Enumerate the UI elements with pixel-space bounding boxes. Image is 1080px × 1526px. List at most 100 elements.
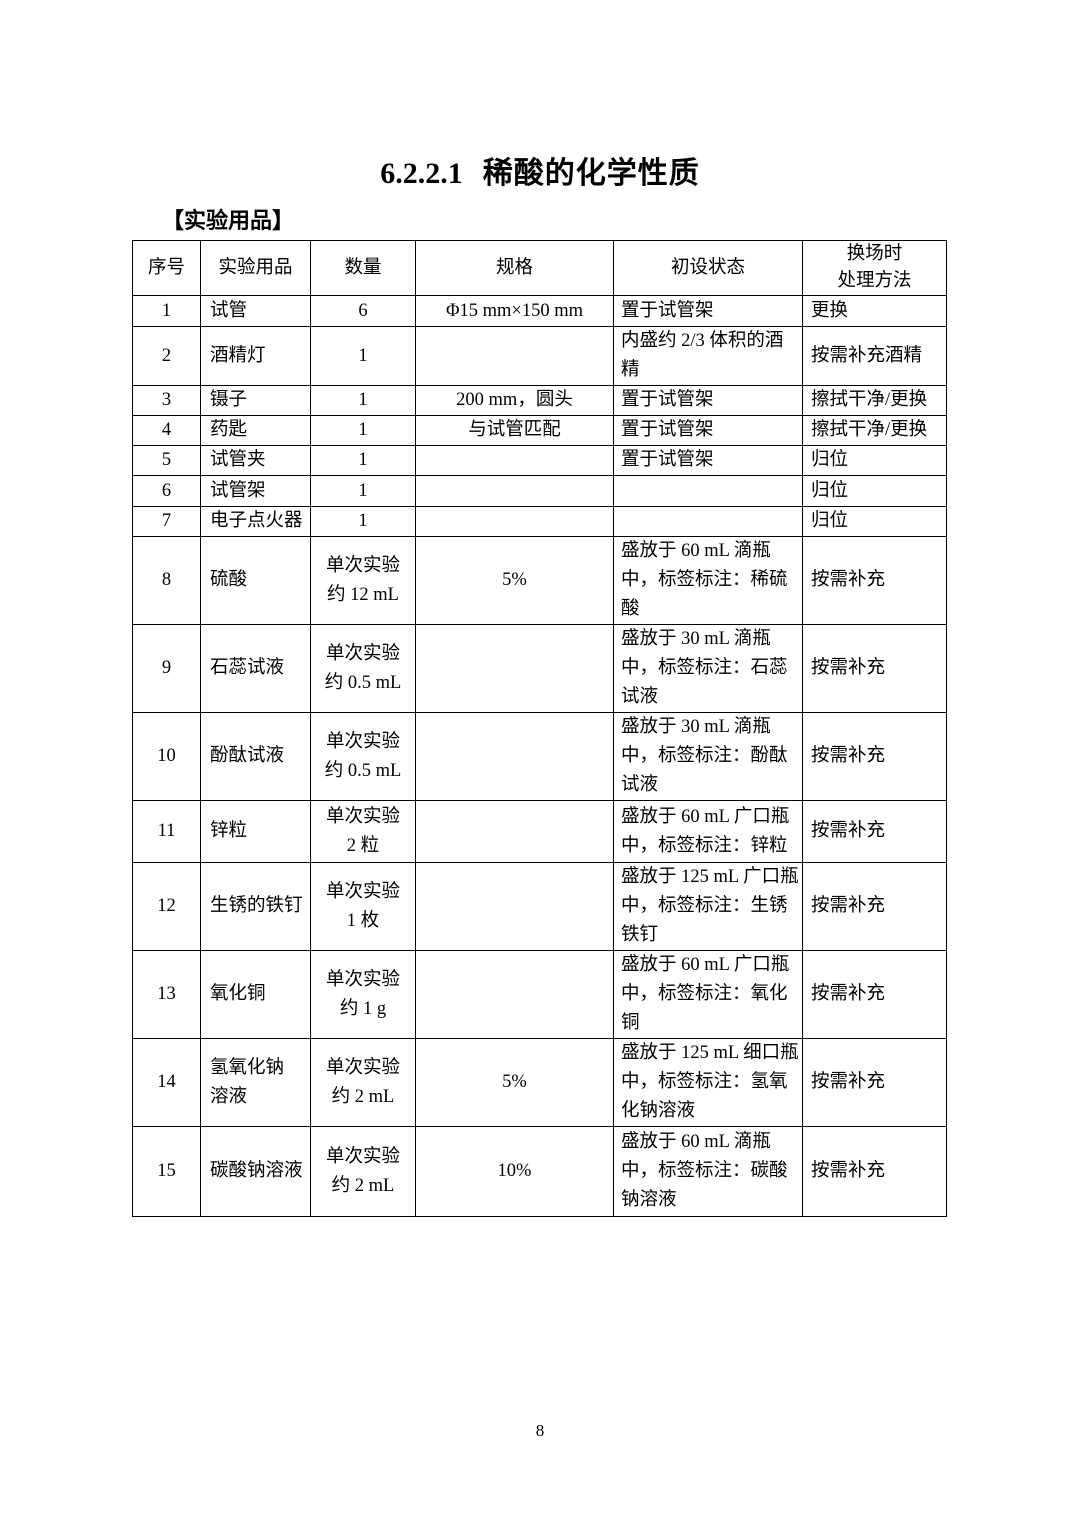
- table-cell: 锌粒: [200, 800, 311, 863]
- table-cell: 盛放于 60 mL 滴瓶 中，标签标注：碳酸 钠溶液: [613, 1126, 803, 1217]
- table-cell: [415, 950, 614, 1039]
- table-row: 6 试管架 1 归位: [132, 475, 947, 507]
- table-cell: 置于试管架: [613, 415, 803, 446]
- table-cell: 盛放于 60 mL 广口瓶 中，标签标注：锌粒: [613, 800, 803, 863]
- table-cell: 试管: [200, 295, 311, 327]
- column-header-quantity: 数量: [310, 240, 416, 296]
- table-cell: 按需补充: [802, 1126, 947, 1217]
- table-row: 7 电子点火器 1 归位: [132, 506, 947, 537]
- column-header-spec: 规格: [415, 240, 614, 296]
- table-cell: 单次实验 2 粒: [310, 800, 416, 863]
- table-cell: 1: [132, 295, 201, 327]
- table-cell: 与试管匹配: [415, 415, 614, 446]
- table-cell: 6: [310, 295, 416, 327]
- table-cell: 10: [132, 712, 201, 801]
- table-header-row: 序号 实验用品 数量 规格 初设状态 换场时 处理方法: [132, 240, 947, 296]
- table-cell: 8: [132, 536, 201, 625]
- table-cell: 15: [132, 1126, 201, 1217]
- table-cell: 14: [132, 1038, 201, 1127]
- table-row: 9 石蕊试液 单次实验 约 0.5 mL 盛放于 30 mL 滴瓶 中，标签标注：石蕊…: [132, 624, 947, 713]
- table-row: 8 硫酸 单次实验 约 12 mL 5% 盛放于 60 mL 滴瓶 中，标签标注：稀硫 …: [132, 536, 947, 625]
- table-cell: [415, 326, 614, 386]
- table-cell: 按需补充: [802, 800, 947, 863]
- table-cell: 单次实验 1 枚: [310, 862, 416, 951]
- table-cell: 按需补充: [802, 862, 947, 951]
- table-cell: 单次实验 约 2 mL: [310, 1038, 416, 1127]
- table-row: 2 酒精灯 1 内盛约 2/3 体积的酒 精按需补充酒精: [132, 326, 947, 386]
- table-cell: 11: [132, 800, 201, 863]
- table-cell: [613, 475, 803, 507]
- table-cell: 单次实验 约 1 g: [310, 950, 416, 1039]
- table-row: 15 碳酸钠溶液 单次实验 约 2 mL 10% 盛放于 60 mL 滴瓶 中，标签标注…: [132, 1126, 947, 1217]
- table-cell: 生锈的铁钉: [200, 862, 311, 951]
- table-row: 4 药匙 1 与试管匹配 置于试管架 擦拭干净/更换: [132, 415, 947, 446]
- table-cell: 试管架: [200, 475, 311, 507]
- table-cell: 碳酸钠溶液: [200, 1126, 311, 1217]
- table-cell: 归位: [802, 475, 947, 507]
- table-cell: 药匙: [200, 415, 311, 446]
- table-cell: 按需补充酒精: [802, 326, 947, 386]
- table-row: 14 氢氧化钠 溶液 单次实验 约 2 mL 5% 盛放于 125 mL 细口瓶 中，标…: [132, 1038, 947, 1127]
- table-cell: 按需补充: [802, 536, 947, 625]
- table-cell: 内盛约 2/3 体积的酒 精: [613, 326, 803, 386]
- table-cell: 归位: [802, 506, 947, 537]
- table-row: 13 氧化铜 单次实验 约 1 g 盛放于 60 mL 广口瓶 中，标签标注：氧化 铜…: [132, 950, 947, 1039]
- table-cell: 酚酞试液: [200, 712, 311, 801]
- table-cell: 擦拭干净/更换: [802, 415, 947, 446]
- table-cell: 200 mm，圆头: [415, 385, 614, 416]
- column-header-reset-method: 换场时 处理方法: [802, 240, 947, 296]
- table-cell: 盛放于 30 mL 滴瓶 中，标签标注：酚酞 试液: [613, 712, 803, 801]
- table-cell: 试管夹: [200, 445, 311, 476]
- column-header-item: 实验用品: [200, 240, 311, 296]
- table-cell: 镊子: [200, 385, 311, 416]
- table-cell: 7: [132, 506, 201, 537]
- table-cell: [415, 475, 614, 507]
- title-section-number: 6.2.2.1: [380, 157, 463, 190]
- table-cell: 石蕊试液: [200, 624, 311, 713]
- column-header-index: 序号: [132, 240, 201, 296]
- section-label: 【实验用品】: [162, 208, 295, 233]
- table-cell: 归位: [802, 445, 947, 476]
- table-cell: 9: [132, 624, 201, 713]
- table-cell: 盛放于 30 mL 滴瓶 中，标签标注：石蕊 试液: [613, 624, 803, 713]
- table-cell: 按需补充: [802, 950, 947, 1039]
- page-number: 8: [535, 1421, 545, 1440]
- table-row: 10 酚酞试液 单次实验 约 0.5 mL 盛放于 30 mL 滴瓶 中，标签标注：酚…: [132, 712, 947, 801]
- table-cell: 5: [132, 445, 201, 476]
- table-cell: 2: [132, 326, 201, 386]
- table-row: 12 生锈的铁钉 单次实验 1 枚 盛放于 125 mL 广口瓶 中，标签标注：生锈 …: [132, 862, 947, 951]
- table-cell: [415, 506, 614, 537]
- table-cell: 盛放于 125 mL 广口瓶 中，标签标注：生锈 铁钉: [613, 862, 803, 951]
- table-cell: Φ15 mm×150 mm: [415, 295, 614, 327]
- table-cell: 单次实验 约 0.5 mL: [310, 624, 416, 713]
- table-cell: [415, 712, 614, 801]
- table-cell: 电子点火器: [200, 506, 311, 537]
- table-cell: 按需补充: [802, 1038, 947, 1127]
- table-cell: 盛放于 60 mL 滴瓶 中，标签标注：稀硫 酸: [613, 536, 803, 625]
- table-row: 11 锌粒 单次实验 2 粒 盛放于 60 mL 广口瓶 中，标签标注：锌粒 按需补充: [132, 800, 947, 863]
- table-cell: [415, 445, 614, 476]
- table-cell: 4: [132, 415, 201, 446]
- table-cell: 12: [132, 862, 201, 951]
- table-cell: [415, 624, 614, 713]
- table-cell: [415, 800, 614, 863]
- table-cell: 酒精灯: [200, 326, 311, 386]
- table-cell: 硫酸: [200, 536, 311, 625]
- supplies-table: 序号 实验用品 数量 规格 初设状态 换场时 处理方法 1 试管 6 Φ15 mm×1…: [132, 240, 947, 1217]
- table-row: 3 镊子 1 200 mm，圆头 置于试管架 擦拭干净/更换: [132, 385, 947, 416]
- table-body: 1 试管 6 Φ15 mm×150 mm 置于试管架 更换 2 酒精灯 1 内盛约 2/3 体积的…: [132, 295, 947, 1217]
- table-cell: [415, 862, 614, 951]
- table-row: 1 试管 6 Φ15 mm×150 mm 置于试管架 更换: [132, 295, 947, 327]
- title-text: 稀酸的化学性质: [482, 157, 700, 190]
- table-cell: [613, 506, 803, 537]
- table-cell: 1: [310, 445, 416, 476]
- table-cell: 盛放于 125 mL 细口瓶 中，标签标注：氢氧 化钠溶液: [613, 1038, 803, 1127]
- page-title: 6.2.2.1 稀酸的化学性质: [0, 148, 1080, 192]
- table-cell: 5%: [415, 1038, 614, 1127]
- table-cell: 单次实验 约 2 mL: [310, 1126, 416, 1217]
- table-cell: 按需补充: [802, 712, 947, 801]
- table-cell: 5%: [415, 536, 614, 625]
- table-cell: 置于试管架: [613, 295, 803, 327]
- table-cell: 单次实验 约 12 mL: [310, 536, 416, 625]
